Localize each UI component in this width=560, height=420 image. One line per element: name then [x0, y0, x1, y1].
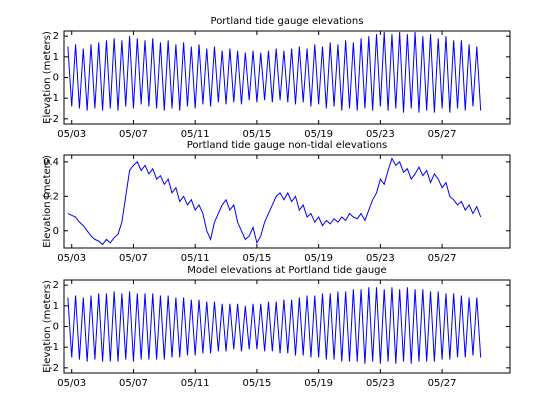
x-tick-label: 05/27	[428, 129, 457, 140]
x-tick-label: 05/07	[119, 378, 148, 389]
y-tick-label: 1	[53, 52, 59, 63]
x-tick-label: 05/15	[242, 253, 271, 264]
y-tick-label: 1	[53, 301, 59, 312]
x-tick-label: 05/11	[181, 253, 210, 264]
y-axis-label: Elevation (meters)	[42, 280, 53, 373]
data-line	[67, 32, 482, 113]
x-tick-label: 05/03	[57, 253, 86, 264]
plot-area	[67, 287, 482, 364]
x-tick-label: 05/23	[366, 253, 395, 264]
x-tick-label: 05/15	[242, 129, 271, 140]
x-tick-label: 05/19	[304, 253, 333, 264]
plot-area	[67, 32, 482, 113]
subplot: Portland tide gauge non-tidal elevations…	[42, 140, 511, 264]
axes-frame	[63, 154, 511, 249]
y-tick-label: 0.4	[43, 157, 59, 168]
y-tick-label: -2	[49, 363, 59, 374]
x-tick-label: 05/03	[57, 129, 86, 140]
x-tick-label: 05/11	[181, 378, 210, 389]
x-tick-label: 05/07	[119, 129, 148, 140]
y-tick-label: 0	[53, 73, 59, 84]
data-line	[67, 157, 482, 246]
x-tick-label: 05/27	[428, 253, 457, 264]
x-tick-label: 05/03	[57, 378, 86, 389]
subplot-title: Portland tide gauge non-tidal elevations	[187, 140, 388, 151]
y-tick-label: 0	[53, 226, 59, 237]
y-tick-label: 2	[53, 31, 59, 42]
y-tick-label: 0	[53, 322, 59, 333]
x-tick-label: 05/27	[428, 378, 457, 389]
subplot: Portland tide gauge elevations Elevation …	[42, 16, 511, 140]
y-tick-label: -2	[49, 114, 59, 125]
y-axis-label: Elevation (meters)	[42, 31, 53, 124]
x-tick-label: 05/23	[366, 129, 395, 140]
subplot-title: Portland tide gauge elevations	[211, 16, 364, 27]
axes-frame	[63, 279, 511, 374]
x-tick-label: 05/15	[242, 378, 271, 389]
y-tick-label: 0.2	[43, 191, 59, 202]
y-tick-label: 2	[53, 280, 59, 291]
y-tick-label: -1	[49, 342, 59, 353]
data-line	[67, 287, 482, 364]
subplot: Model elevations at Portland tide gauge E…	[42, 265, 511, 389]
x-tick-label: 05/19	[304, 129, 333, 140]
x-tick-label: 05/07	[119, 253, 148, 264]
axes-frame	[63, 30, 511, 125]
plot-area	[67, 157, 482, 246]
x-tick-label: 05/11	[181, 129, 210, 140]
y-axis-label: Elevation (meters)	[42, 155, 53, 248]
subplot-title: Model elevations at Portland tide gauge	[187, 265, 386, 276]
x-tick-label: 05/19	[304, 378, 333, 389]
y-tick-label: -1	[49, 93, 59, 104]
x-tick-label: 05/23	[366, 378, 395, 389]
